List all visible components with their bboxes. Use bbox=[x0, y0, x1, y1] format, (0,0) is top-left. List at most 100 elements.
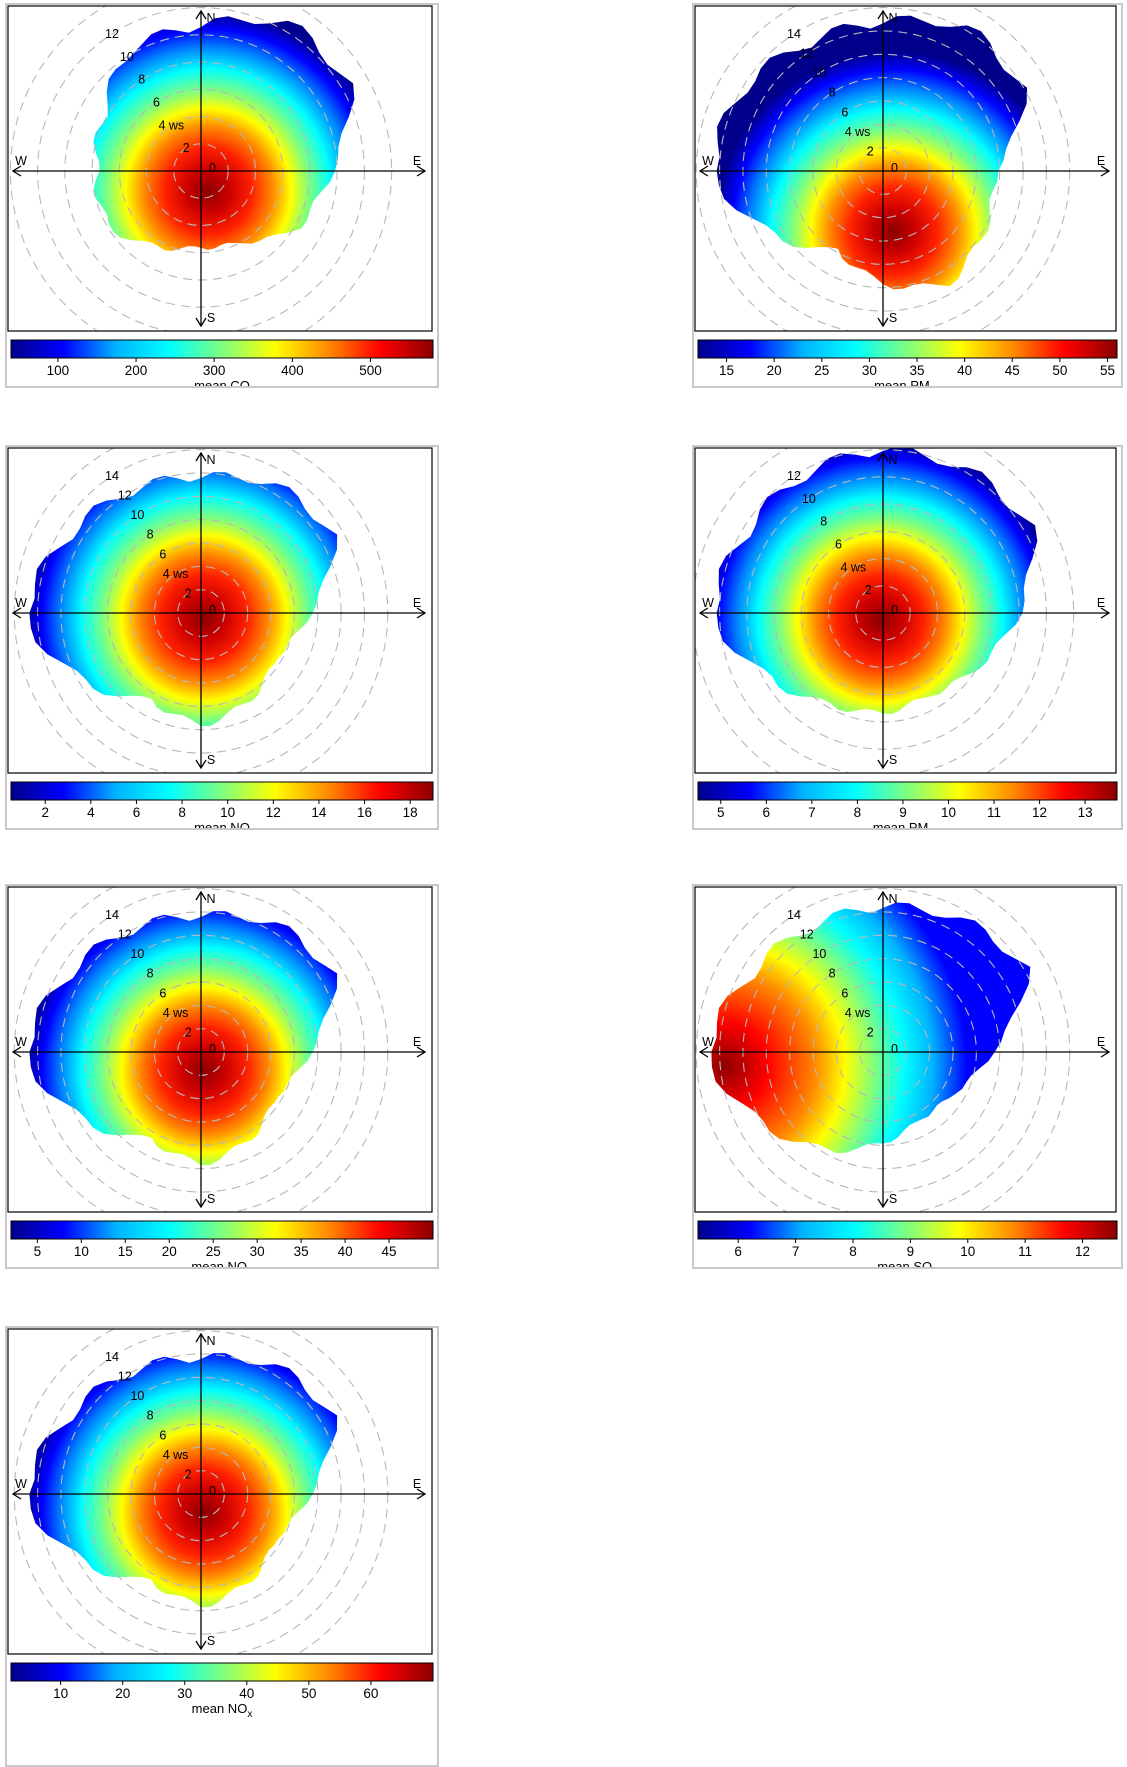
colorbar-tick-label: 2 bbox=[41, 805, 49, 820]
compass-label-w: W bbox=[15, 1477, 27, 1491]
colorbar-tick-label: 20 bbox=[115, 1686, 130, 1701]
colorbar-tick-label: 12 bbox=[266, 805, 281, 820]
colorbar-tick-label: 9 bbox=[899, 805, 907, 820]
colorbar-tick-label: 11 bbox=[1018, 1244, 1032, 1259]
compass-label-w: W bbox=[15, 596, 27, 610]
ring-label: 12 bbox=[105, 27, 119, 41]
colorbar-tick-label: 11 bbox=[987, 805, 1001, 820]
colorbar-tick-label: 40 bbox=[338, 1244, 353, 1259]
ring-label: 12 bbox=[800, 47, 814, 61]
concentration-surface bbox=[716, 15, 1028, 290]
ring-label: 12 bbox=[118, 489, 132, 503]
compass-label-s: S bbox=[889, 753, 897, 767]
compass-label-s: S bbox=[207, 311, 215, 325]
colorbar bbox=[10, 1662, 434, 1682]
ring-label: 14 bbox=[787, 27, 801, 41]
colorbar-tick-label: 20 bbox=[767, 363, 782, 378]
ring-label: 10 bbox=[130, 1389, 144, 1403]
colorbar-tick-label: 20 bbox=[162, 1244, 177, 1259]
colorbar bbox=[10, 339, 434, 359]
compass-label-w: W bbox=[702, 596, 714, 610]
colorbar-title: mean PM2.5 bbox=[873, 820, 943, 828]
ring-label: 10 bbox=[812, 947, 826, 961]
ring-label: 2 bbox=[867, 1025, 874, 1039]
compass-label-e: E bbox=[413, 154, 421, 168]
colorbar bbox=[10, 1220, 434, 1240]
compass-label-n: N bbox=[888, 892, 897, 906]
colorbar-tick-label: 55 bbox=[1100, 363, 1115, 378]
colorbar-tick-label: 10 bbox=[220, 805, 235, 820]
ring-label: 8 bbox=[829, 86, 836, 100]
compass-label-e: E bbox=[413, 596, 421, 610]
ring-label: 4 ws bbox=[163, 567, 189, 581]
compass-label-w: W bbox=[702, 1035, 714, 1049]
polar-plot-co: N E S W 0 2 4 ws 6 8 10 12 100 200 300 400 500 mean CO bbox=[5, 3, 439, 388]
ring-label-center: 0 bbox=[209, 1484, 216, 1498]
colorbar-tick-label: 15 bbox=[118, 1244, 133, 1259]
ring-label: 8 bbox=[820, 515, 827, 529]
compass-label-s: S bbox=[207, 1634, 215, 1648]
ring-label: 8 bbox=[147, 967, 154, 981]
concentration-surface bbox=[711, 902, 1031, 1153]
ring-label: 8 bbox=[147, 1409, 154, 1423]
ring-label: 6 bbox=[841, 986, 848, 1000]
ring-label: 8 bbox=[829, 967, 836, 981]
colorbar-tick-label: 6 bbox=[734, 1244, 742, 1259]
colorbar-tick-label: 60 bbox=[363, 1686, 378, 1701]
ring-label: 12 bbox=[787, 469, 801, 483]
colorbar-tick-label: 100 bbox=[47, 363, 70, 378]
colorbar-tick-label: 50 bbox=[301, 1686, 316, 1701]
ring-label: 8 bbox=[138, 73, 145, 87]
colorbar-tick-label: 7 bbox=[792, 1244, 800, 1259]
colorbar-tick-label: 8 bbox=[849, 1244, 857, 1259]
colorbar-tick-label: 10 bbox=[941, 805, 956, 820]
colorbar-tick-label: 35 bbox=[294, 1244, 309, 1259]
ring-label: 6 bbox=[841, 105, 848, 119]
colorbar-tick-label: 15 bbox=[719, 363, 734, 378]
colorbar bbox=[10, 781, 434, 801]
colorbar-title: mean PM10 bbox=[874, 378, 941, 386]
ring-label-center: 0 bbox=[209, 603, 216, 617]
ring-label: 14 bbox=[105, 908, 119, 922]
compass-label-n: N bbox=[888, 453, 897, 467]
colorbar-tick-label: 13 bbox=[1078, 805, 1093, 820]
ring-label: 4 ws bbox=[158, 118, 184, 132]
ring-label: 4 ws bbox=[840, 560, 866, 574]
colorbar-tick-label: 300 bbox=[203, 363, 226, 378]
compass-label-n: N bbox=[206, 11, 215, 25]
colorbar-tick-label: 12 bbox=[1032, 805, 1047, 820]
compass-label-e: E bbox=[413, 1477, 421, 1491]
colorbar-tick-label: 10 bbox=[960, 1244, 975, 1259]
compass-label-e: E bbox=[1097, 154, 1105, 168]
colorbar-tick-label: 16 bbox=[357, 805, 372, 820]
ring-label: 6 bbox=[159, 986, 166, 1000]
colorbar-tick-label: 12 bbox=[1075, 1244, 1090, 1259]
colorbar-title: mean NOx bbox=[192, 1701, 253, 1720]
ring-label: 6 bbox=[835, 537, 842, 551]
ring-label: 2 bbox=[867, 144, 874, 158]
concentration-surface bbox=[29, 1353, 338, 1608]
colorbar-title: mean NO bbox=[194, 820, 250, 828]
compass-label-e: E bbox=[413, 1035, 421, 1049]
colorbar bbox=[697, 781, 1118, 801]
compass-label-n: N bbox=[888, 11, 897, 25]
compass-label-n: N bbox=[206, 892, 215, 906]
compass-label-s: S bbox=[207, 753, 215, 767]
ring-label: 8 bbox=[147, 528, 154, 542]
colorbar-title: mean SO2 bbox=[877, 1259, 938, 1267]
compass-label-w: W bbox=[15, 1035, 27, 1049]
concentration-surface bbox=[716, 448, 1038, 715]
colorbar-tick-label: 4 bbox=[87, 805, 95, 820]
colorbar-tick-label: 30 bbox=[250, 1244, 265, 1259]
colorbar-tick-label: 7 bbox=[808, 805, 816, 820]
ring-label: 14 bbox=[105, 1350, 119, 1364]
ring-label-center: 0 bbox=[209, 161, 216, 175]
